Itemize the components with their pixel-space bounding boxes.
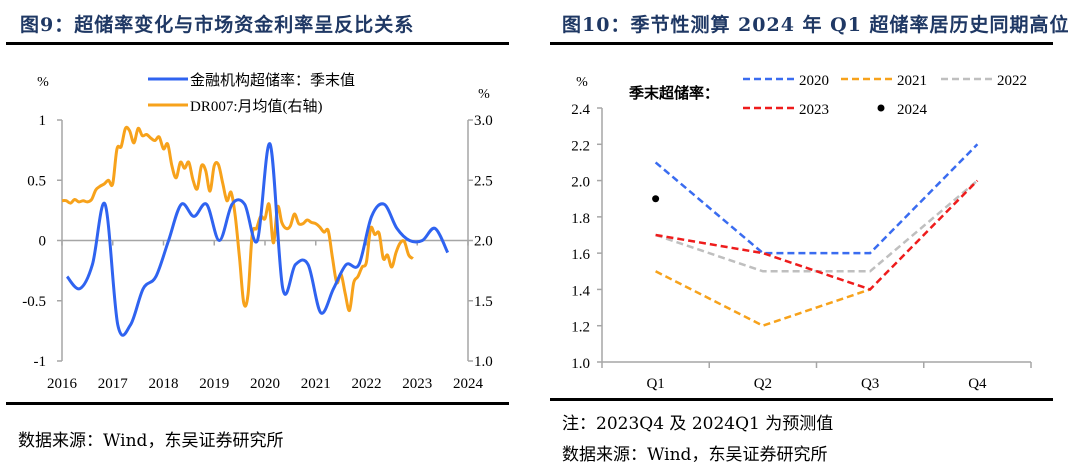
forecast-note: 注：2023Q4 及 2024Q1 为预测值 <box>562 414 834 434</box>
x-tick-label: 2023 <box>402 376 432 392</box>
y2-axis-unit: % <box>478 87 490 102</box>
figure-9-panel: 图9：超储率变化与市场资金利率呈反比关系 1 0.5 0 -0.5 -1 3.0 2.5 2.… <box>6 14 509 451</box>
y-tick-label: 1.2 <box>571 320 590 336</box>
x-tick-label: Q4 <box>968 376 987 392</box>
x-tick-label: Q1 <box>646 376 664 392</box>
data-source: 数据来源：Wind，东吴证券研究所 <box>18 431 284 451</box>
series-line-2020 <box>654 143 979 255</box>
y-tick-label: 1 <box>39 113 47 129</box>
x-tick-label: 2017 <box>98 376 129 392</box>
figure-10-title: 图10：季节性测算 2024 年 Q1 超储率居历史同期高位 <box>562 14 1070 36</box>
x-tick-label: 2020 <box>250 376 280 392</box>
x-tick-label: 2024 <box>453 376 484 392</box>
y-tick-label: -1 <box>34 354 47 370</box>
x-tick-label: 2022 <box>352 376 382 392</box>
legend-title: 季末超储率： <box>629 84 719 102</box>
y-tick-label: 1.8 <box>571 211 590 227</box>
series-line-2023 <box>655 179 979 291</box>
y-tick-label: 2.0 <box>571 175 590 191</box>
legend-label-2021: 2021 <box>897 73 927 89</box>
figure-10-panel: 图10：季节性测算 2024 年 Q1 超储率居历史同期高位 2.4 2.2 2.0… <box>540 0 1080 472</box>
x-tick-label: 2018 <box>149 376 179 392</box>
y2-tick-label: 2.5 <box>474 173 493 189</box>
legend-label-2022: 2022 <box>997 73 1027 89</box>
y-tick-label: 1.0 <box>571 356 590 372</box>
x-tick-label: Q2 <box>754 376 772 392</box>
data-source: 数据来源：Wind，东吴证券研究所 <box>562 445 828 465</box>
title-divider <box>6 42 509 45</box>
footer-divider <box>550 398 1053 401</box>
footer-divider <box>6 402 509 405</box>
y2-tick-label: 2.0 <box>474 234 493 250</box>
legend-label-2023: 2023 <box>799 102 829 118</box>
title-divider <box>550 42 1053 45</box>
x-tick-label: Q3 <box>861 376 879 392</box>
seasonal-excess-reserve-chart: 2.4 2.2 2.0 1.8 1.6 1.4 1.2 1.0 Q1 Q2 Q3 Q4% 季末超储率： 2… <box>571 73 1032 392</box>
x-tick-label: 2019 <box>199 376 229 392</box>
y2-tick-label: 1.0 <box>474 354 493 370</box>
legend-marker-2024 <box>877 104 885 112</box>
legend-label-excess-reserve: 金融机构超储率：季末值 <box>190 72 355 89</box>
y-tick-label: 1.6 <box>571 247 590 263</box>
x-tick-label: 2016 <box>47 376 78 392</box>
y-axis-unit: % <box>576 75 588 90</box>
y2-tick-label: 3.0 <box>474 113 493 129</box>
dr007-series-line <box>61 125 414 312</box>
excess-reserve-series-line <box>65 142 450 337</box>
legend-label-2024: 2024 <box>897 102 928 118</box>
y2-tick-label: 1.5 <box>474 294 493 310</box>
figure-9-title: 图9：超储率变化与市场资金利率呈反比关系 <box>20 14 415 36</box>
y-tick-label: 1.4 <box>571 283 590 299</box>
excess-reserve-vs-dr007-chart: 1 0.5 0 -0.5 -1 3.0 2.5 2.0 1.5 1.0 2016 2017 2018 20… <box>22 72 493 392</box>
series-point-2024 <box>652 195 660 203</box>
y-axis-unit: % <box>37 75 49 90</box>
legend-label-2020: 2020 <box>799 73 829 89</box>
y-tick-label: -0.5 <box>22 294 46 310</box>
x-tick-label: 2021 <box>301 376 331 392</box>
y-tick-label: 0.5 <box>27 173 46 189</box>
y-tick-label: 0 <box>39 234 47 250</box>
y-tick-label: 2.4 <box>571 102 590 118</box>
y-tick-label: 2.2 <box>571 138 590 154</box>
legend-label-dr007: DR007:月均值(右轴) <box>190 98 323 115</box>
